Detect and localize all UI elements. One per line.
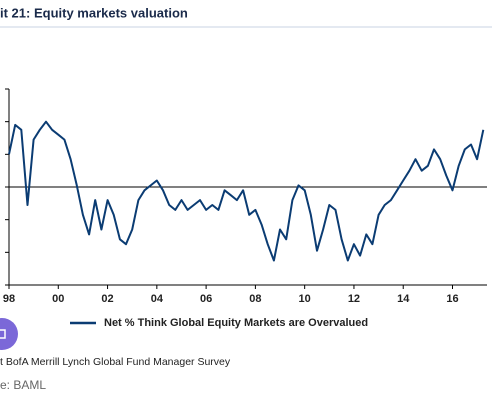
x-tick-label: 02 <box>101 293 113 305</box>
source: t BofA Merrill Lynch Global Fund Manager… <box>0 356 231 368</box>
legend-label: Net % Think Global Equity Markets are Ov… <box>104 317 368 329</box>
data-line <box>8 120 485 262</box>
x-tick-label: 04 <box>151 293 164 305</box>
x-tick-label: 98 <box>3 293 15 305</box>
x-tick-label: 16 <box>446 293 458 305</box>
note: e: BAML <box>0 378 46 392</box>
x-tick-label: 06 <box>200 293 212 305</box>
x-tick-label: 08 <box>249 293 261 305</box>
chart-title: it 21: Equity markets valuation <box>0 5 188 20</box>
x-tick-label: 14 <box>397 293 410 305</box>
x-tick-label: 12 <box>348 293 360 305</box>
floating-button[interactable] <box>0 318 18 350</box>
button-icon <box>0 329 6 339</box>
x-tick-label: 00 <box>52 293 64 305</box>
x-tick-label: 10 <box>299 293 311 305</box>
